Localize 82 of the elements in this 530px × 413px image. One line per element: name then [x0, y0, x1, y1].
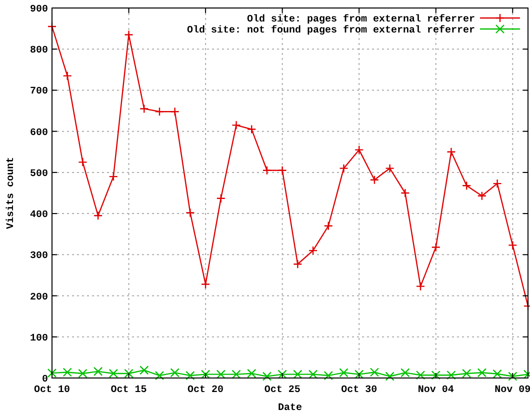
point [108, 172, 118, 182]
point [431, 242, 440, 252]
point [247, 368, 256, 378]
point [78, 158, 88, 167]
x-tick-label: Oct 10 [34, 385, 70, 396]
y-tick-label: 900 [30, 4, 48, 16]
y-axis-title: Visits count [5, 156, 17, 230]
point [446, 370, 456, 380]
point [62, 71, 72, 80]
y-tick-label: 100 [30, 333, 48, 344]
point [508, 240, 518, 250]
point [431, 370, 440, 380]
point [293, 260, 302, 269]
point [370, 175, 380, 184]
point [416, 282, 426, 291]
point [492, 178, 502, 188]
x-tick-label: Nov 09 [494, 385, 530, 396]
point [308, 370, 318, 379]
point [62, 368, 72, 377]
legend-label: Old site: not found pages from external referrer [186, 24, 475, 36]
point [508, 372, 518, 381]
point [400, 368, 410, 378]
point [262, 372, 272, 381]
point [170, 107, 180, 116]
point [308, 246, 318, 256]
point [339, 368, 348, 378]
point [140, 104, 149, 114]
point [385, 372, 394, 381]
point [124, 368, 134, 378]
point [339, 164, 348, 173]
point [93, 211, 103, 220]
point [293, 370, 302, 379]
point [200, 370, 210, 379]
point [47, 368, 57, 378]
y-tick-label: 200 [30, 292, 48, 304]
point [477, 368, 487, 378]
x-axis-title: Date [278, 403, 302, 413]
point [477, 191, 487, 200]
y-tick-label: 800 [30, 46, 48, 57]
x-tick-label: Nov 04 [418, 385, 454, 396]
y-tick-label: 0 [42, 374, 48, 386]
point [247, 124, 256, 134]
point [370, 368, 380, 377]
point [124, 30, 134, 40]
point [278, 166, 287, 175]
point [232, 370, 241, 379]
point [446, 147, 456, 156]
y-tick-label: 400 [30, 210, 48, 222]
y-tick-label: 600 [30, 128, 48, 139]
point [462, 181, 472, 190]
point [93, 366, 103, 376]
point [416, 370, 426, 380]
y-tick-label: 300 [30, 251, 48, 262]
x-tick-label: Oct 20 [188, 385, 224, 396]
point [462, 368, 472, 378]
point [324, 370, 333, 380]
y-tick-label: 700 [30, 86, 48, 98]
x-tick-label: Oct 30 [341, 385, 378, 396]
point [232, 120, 241, 130]
point [492, 369, 502, 378]
point [154, 107, 164, 116]
point [262, 166, 272, 175]
point [170, 368, 180, 378]
point [186, 208, 195, 218]
point [154, 370, 164, 380]
legend-label: Old site: pages from external referrer [246, 14, 475, 26]
point [186, 370, 195, 380]
x-tick-label: Oct 15 [110, 385, 147, 396]
point [400, 188, 410, 198]
point [140, 366, 149, 375]
point [324, 221, 333, 230]
point [108, 368, 118, 378]
point [216, 370, 226, 379]
point [354, 370, 364, 379]
point [354, 145, 364, 154]
y-tick-label: 500 [30, 168, 48, 180]
point [385, 164, 394, 173]
point [216, 194, 226, 203]
x-tick-label: Oct 25 [264, 385, 300, 396]
point [200, 280, 210, 289]
point [278, 370, 287, 379]
point [78, 368, 88, 378]
